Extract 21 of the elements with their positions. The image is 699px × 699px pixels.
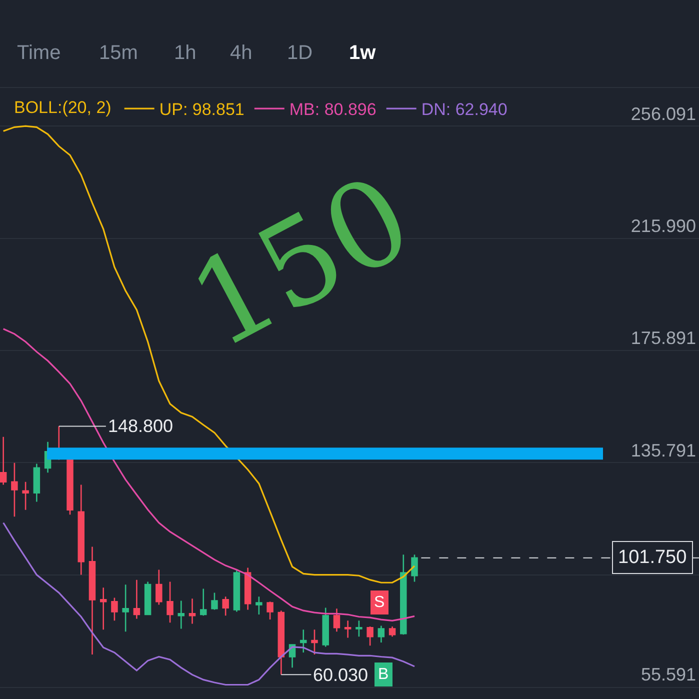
text: 1D (287, 42, 313, 64)
y-tick-label: 55.591 (640, 664, 696, 685)
annotation: 148.800 (108, 416, 174, 436)
annotation: 60.030 (313, 665, 368, 685)
annotation: B (378, 666, 389, 683)
y-tick-label: 215.990 (630, 216, 696, 236)
text: 1w (349, 42, 376, 64)
legend-title: BOLL:(20, 2) (14, 98, 112, 118)
y-tick-label: 135.791 (630, 440, 696, 460)
text: Time (17, 42, 61, 64)
text: 15m (99, 42, 138, 64)
annotation: S (374, 594, 385, 611)
text: 1h (174, 42, 196, 64)
legend-label: DN: 62.940 (421, 100, 508, 120)
ref-line-label: 101.750 (618, 547, 687, 568)
y-tick-label: 256.091 (630, 104, 696, 124)
legend-label: UP: 98.851 (159, 100, 244, 120)
text: 4h (230, 42, 252, 64)
legend-label: MB: 80.896 (289, 100, 376, 120)
annotation: 150 (168, 148, 432, 376)
y-tick-label: 175.891 (630, 328, 696, 348)
